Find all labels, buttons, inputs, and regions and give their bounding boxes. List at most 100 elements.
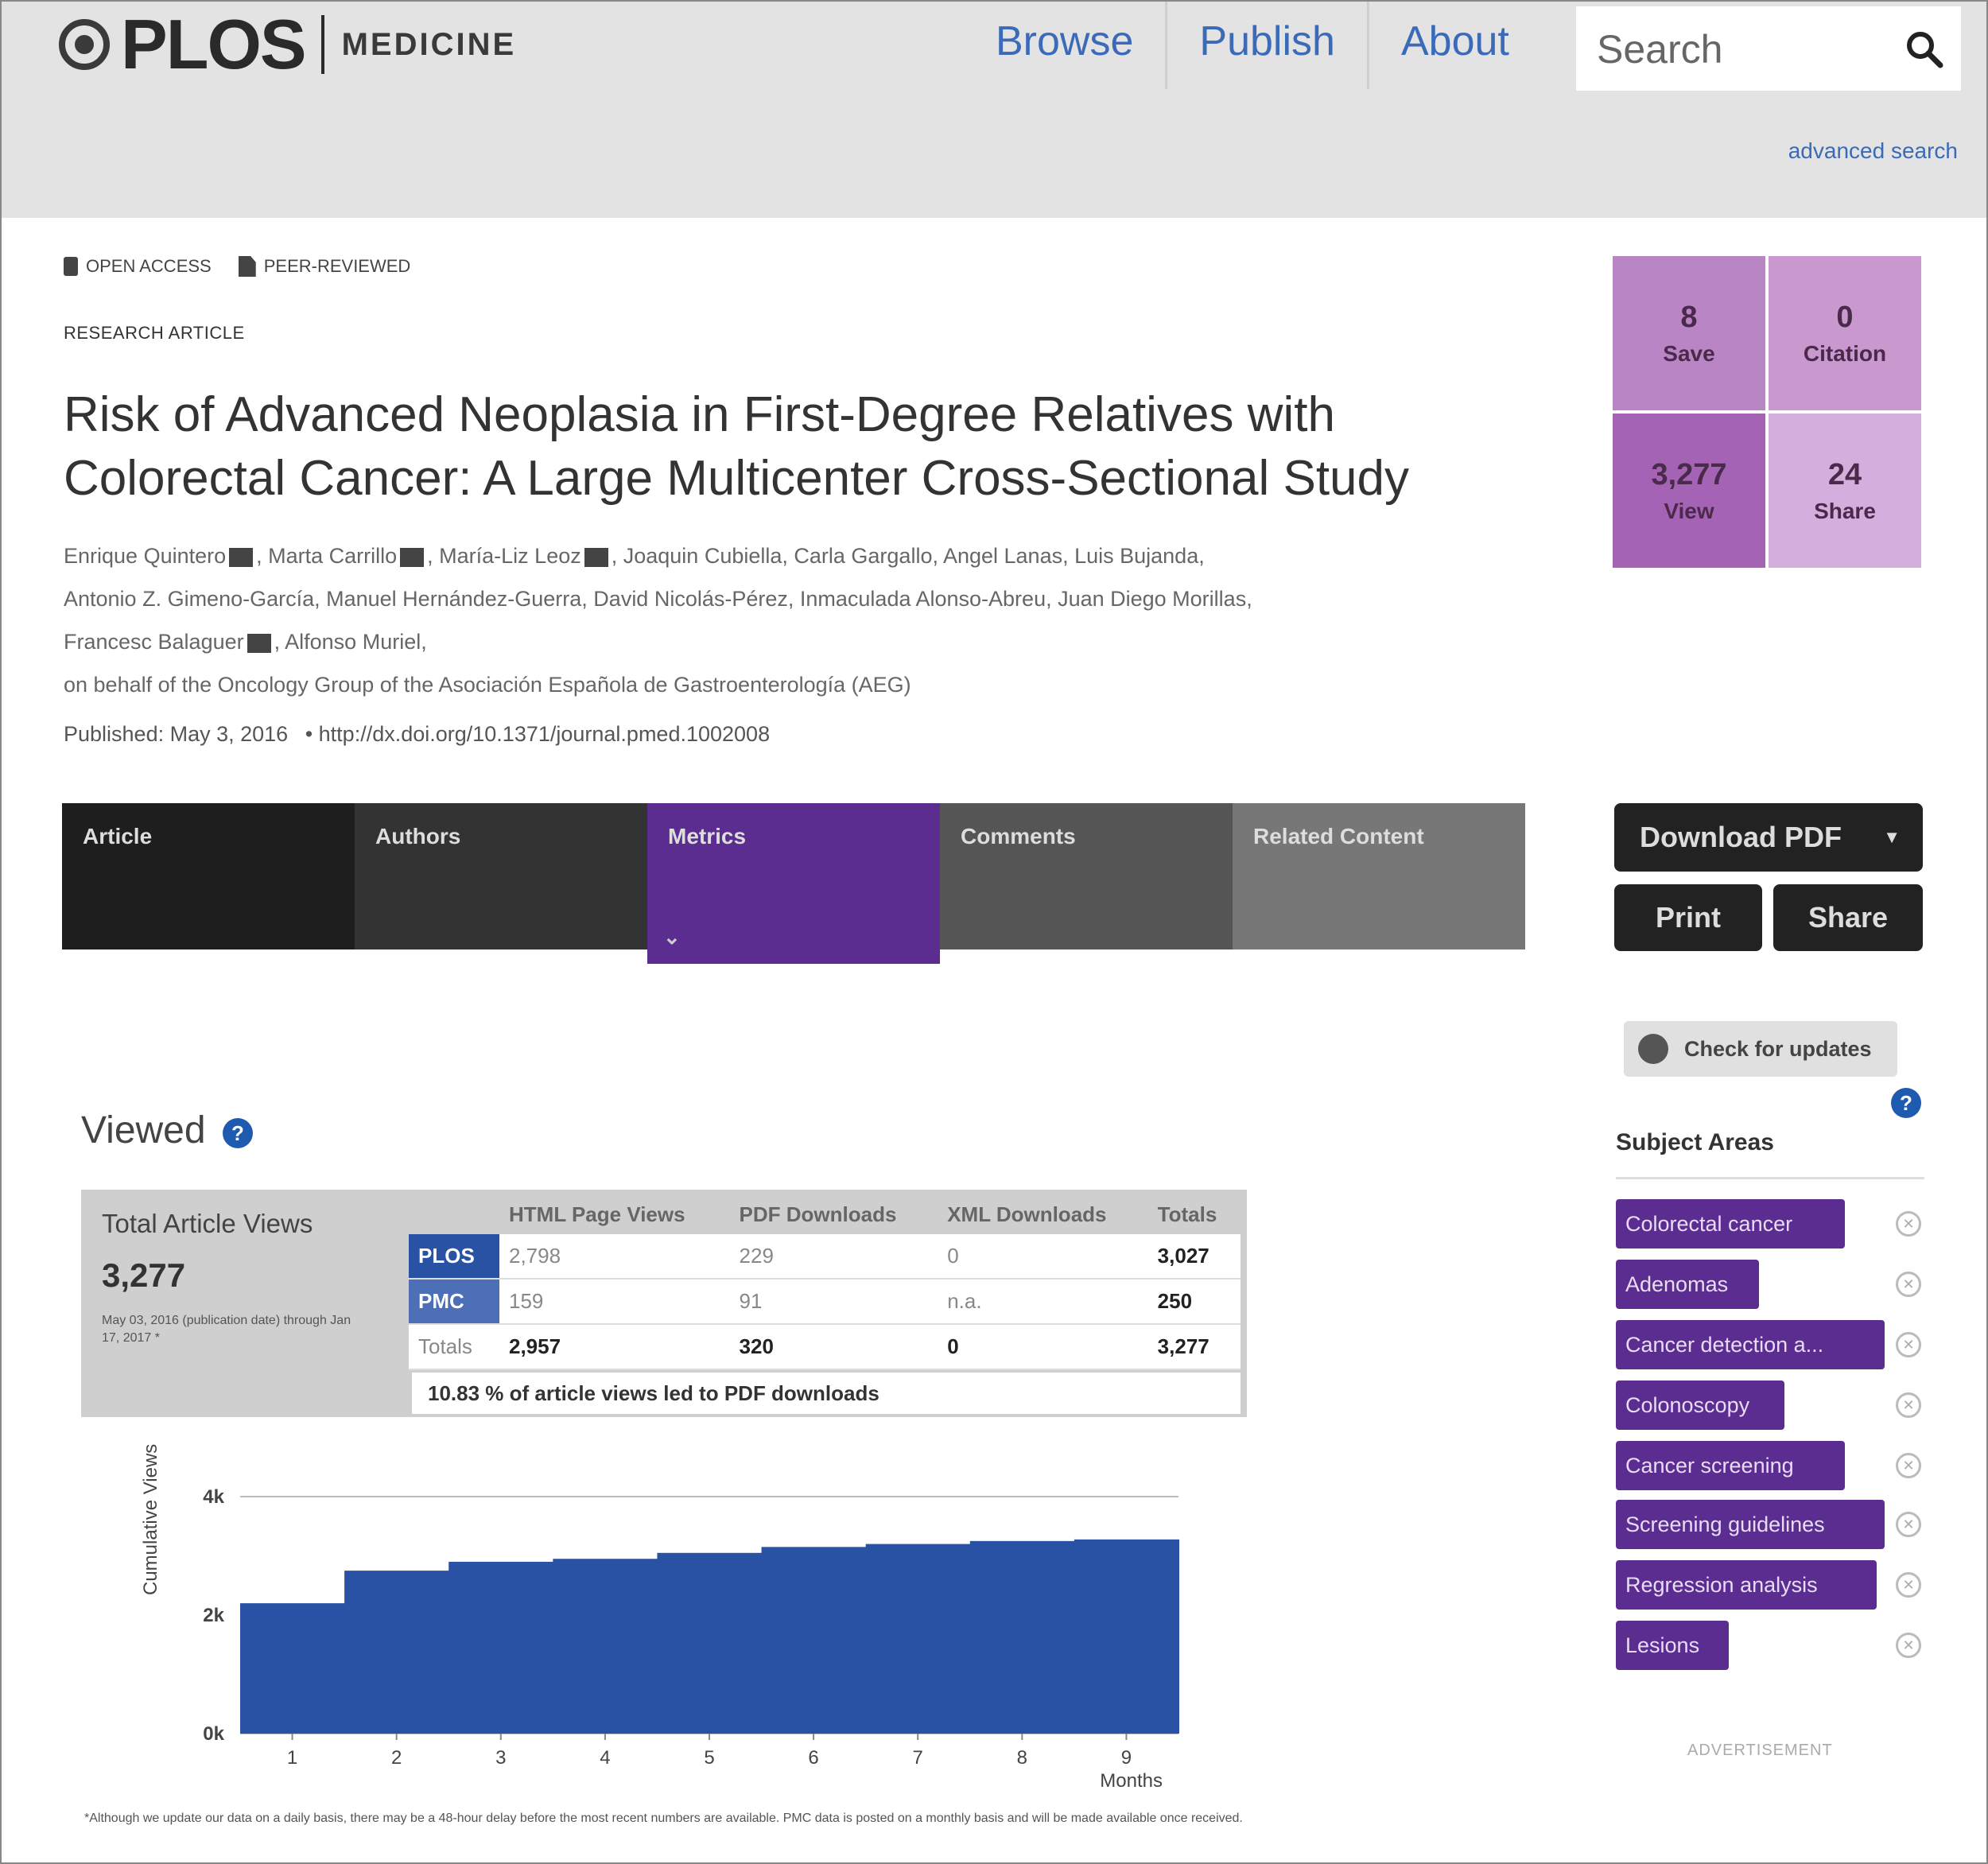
- close-icon[interactable]: ✕: [1896, 1633, 1921, 1658]
- author-link[interactable]: Francesc Balaguer: [64, 630, 244, 654]
- tab-article[interactable]: Article: [62, 803, 355, 949]
- email-icon[interactable]: [400, 547, 425, 567]
- views-table: HTML Page Views PDF Downloads XML Downlo…: [409, 1194, 1241, 1370]
- subject-tag[interactable]: Cancer screening: [1616, 1441, 1845, 1490]
- author-link[interactable]: Enrique Quintero: [64, 544, 227, 568]
- viewed-title: Viewed: [81, 1109, 206, 1151]
- x-tick-label: 6: [808, 1747, 818, 1769]
- email-icon[interactable]: [247, 633, 271, 653]
- email-icon[interactable]: [229, 547, 254, 567]
- print-button[interactable]: Print: [1614, 884, 1762, 951]
- views-date-range: May 03, 2016 (publication date) through …: [102, 1314, 351, 1345]
- nav-about[interactable]: About: [1400, 18, 1509, 64]
- chart-bar: [761, 1547, 867, 1734]
- divider: [1616, 1177, 1924, 1179]
- nav-browse[interactable]: Browse: [964, 2, 1168, 89]
- x-tick-label: 2: [391, 1747, 402, 1769]
- subject-tag[interactable]: Colonoscopy: [1616, 1381, 1784, 1430]
- subject-tag[interactable]: Adenomas: [1616, 1260, 1759, 1309]
- doi-link[interactable]: • http://dx.doi.org/10.1371/journal.pmed…: [305, 722, 771, 746]
- save-metric[interactable]: 8 Save: [1613, 256, 1765, 410]
- share-button[interactable]: Share: [1773, 884, 1923, 951]
- author-link[interactable]: , María-Liz Leoz: [427, 544, 581, 568]
- author-link[interactable]: , Alfonso Muriel,: [274, 630, 427, 654]
- plos-logo[interactable]: PLOS MEDICINE: [59, 5, 516, 83]
- subject-tag[interactable]: Lesions: [1616, 1621, 1729, 1670]
- author-link[interactable]: , Joaquin Cubiella, Carla Gargallo, Ange…: [611, 544, 1205, 568]
- view-label: View: [1664, 498, 1714, 523]
- tab-label: Related Content: [1253, 824, 1424, 849]
- table-cell: 250: [1147, 1279, 1241, 1325]
- chart-bar: [865, 1544, 971, 1734]
- tab-authors[interactable]: Authors: [355, 803, 647, 949]
- view-count: 3,277: [1651, 457, 1727, 491]
- email-icon[interactable]: [584, 547, 608, 567]
- total-views-count: 3,277: [102, 1256, 186, 1294]
- close-icon[interactable]: ✕: [1896, 1453, 1921, 1478]
- subject-tag[interactable]: Colorectal cancer: [1616, 1199, 1845, 1248]
- close-icon[interactable]: ✕: [1896, 1211, 1921, 1237]
- y-tick-label: 2k: [203, 1605, 224, 1626]
- table-row: PMC 159 91 n.a. 250: [409, 1279, 1241, 1325]
- table-cell: n.a.: [938, 1279, 1148, 1325]
- search-input[interactable]: [1595, 22, 1885, 76]
- x-tick-label: 3: [495, 1747, 506, 1769]
- search-icon[interactable]: [1902, 27, 1947, 72]
- article-title: Risk of Advanced Neoplasia in First-Degr…: [64, 387, 1410, 506]
- published-date: Published: May 3, 2016: [64, 722, 289, 746]
- close-icon[interactable]: ✕: [1896, 1392, 1921, 1418]
- citation-metric[interactable]: 0 Citation: [1769, 256, 1921, 410]
- table-row: Totals 2,957 320 0 3,277: [409, 1324, 1241, 1370]
- close-icon[interactable]: ✕: [1896, 1332, 1921, 1357]
- view-metric[interactable]: 3,277 View: [1613, 414, 1765, 568]
- column-header: Totals: [1157, 1202, 1217, 1226]
- pdf-download-percentage: 10.83 % of article views led to PDF down…: [412, 1373, 1241, 1414]
- download-pdf-button[interactable]: Download PDF ▼: [1614, 803, 1923, 872]
- print-label: Print: [1655, 901, 1721, 934]
- peer-reviewed-label: PEER-REVIEWED: [263, 256, 411, 276]
- column-header: HTML Page Views: [509, 1202, 685, 1226]
- subject-tag[interactable]: Cancer detection a...: [1616, 1320, 1885, 1369]
- y-tick-label: 0k: [203, 1723, 224, 1745]
- save-label: Save: [1663, 340, 1715, 366]
- logo-divider: [320, 15, 324, 74]
- table-header-row: HTML Page Views PDF Downloads XML Downlo…: [409, 1194, 1241, 1234]
- help-icon[interactable]: ?: [1891, 1088, 1921, 1118]
- author-line: Francesc Balaguer , Alfonso Muriel,: [64, 620, 1535, 663]
- advanced-search-link[interactable]: advanced search: [1788, 138, 1958, 163]
- table-cell: 0: [938, 1324, 1148, 1370]
- author-group[interactable]: on behalf of the Oncology Group of the A…: [64, 673, 911, 697]
- viewed-heading: Viewed: [81, 1109, 206, 1152]
- site-header: PLOS MEDICINE Browse Publish About advan…: [2, 2, 1986, 218]
- tab-related-content[interactable]: Related Content: [1233, 803, 1525, 949]
- tab-comments[interactable]: Comments: [940, 803, 1233, 949]
- citation-label: Citation: [1803, 340, 1887, 366]
- table-cell: 3,027: [1147, 1234, 1241, 1280]
- help-icon[interactable]: ?: [223, 1118, 253, 1148]
- x-tick-label: 4: [600, 1747, 610, 1769]
- check-for-updates-button[interactable]: Check for updates: [1624, 1021, 1897, 1077]
- caret-down-icon[interactable]: ▼: [1883, 827, 1901, 847]
- table-cell: 91: [729, 1279, 938, 1325]
- chart-y-axis-label: Cumulative Views: [140, 1443, 161, 1595]
- subject-tag[interactable]: Screening guidelines: [1616, 1500, 1885, 1549]
- share-metric[interactable]: 24 Share: [1769, 414, 1921, 568]
- table-cell: 3,277: [1147, 1324, 1241, 1370]
- close-icon[interactable]: ✕: [1896, 1512, 1921, 1537]
- author-link[interactable]: , Marta Carrillo: [256, 544, 398, 568]
- column-header: XML Downloads: [947, 1202, 1107, 1226]
- table-cell: 0: [938, 1234, 1148, 1280]
- table-cell: 2,798: [499, 1234, 730, 1280]
- subject-tag[interactable]: Regression analysis: [1616, 1560, 1877, 1610]
- plos-logo-mark-icon: [59, 19, 110, 70]
- tab-metrics[interactable]: Metrics ⌄: [647, 803, 940, 964]
- x-tick-label: 9: [1121, 1747, 1132, 1769]
- author-line[interactable]: Antonio Z. Gimeno-García, Manuel Hernánd…: [64, 587, 1252, 611]
- chart-x-axis-label: Months: [1100, 1770, 1163, 1792]
- nav-publish[interactable]: Publish: [1167, 2, 1369, 89]
- close-icon[interactable]: ✕: [1896, 1272, 1921, 1297]
- close-icon[interactable]: ✕: [1896, 1572, 1921, 1598]
- column-header: PDF Downloads: [739, 1202, 897, 1226]
- share-label: Share: [1814, 498, 1876, 523]
